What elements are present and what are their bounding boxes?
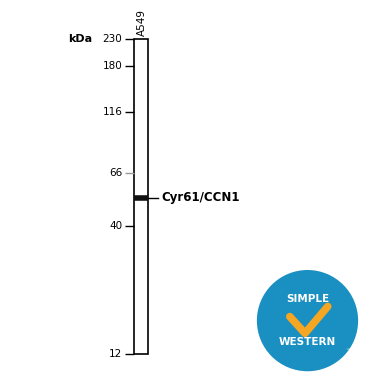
FancyBboxPatch shape [134, 39, 148, 354]
Text: SIMPLE: SIMPLE [286, 294, 329, 304]
Text: Cyr61/CCN1: Cyr61/CCN1 [161, 192, 240, 204]
Text: 66: 66 [109, 168, 122, 177]
Text: 230: 230 [102, 34, 122, 45]
Text: A549: A549 [137, 9, 147, 36]
Circle shape [257, 270, 358, 371]
Text: 180: 180 [102, 61, 122, 70]
Text: 40: 40 [109, 221, 122, 231]
Text: 12: 12 [109, 350, 122, 359]
Text: 116: 116 [102, 107, 122, 117]
Text: ™: ™ [346, 348, 350, 354]
Text: WESTERN: WESTERN [279, 337, 336, 347]
Text: kDa: kDa [68, 34, 92, 44]
